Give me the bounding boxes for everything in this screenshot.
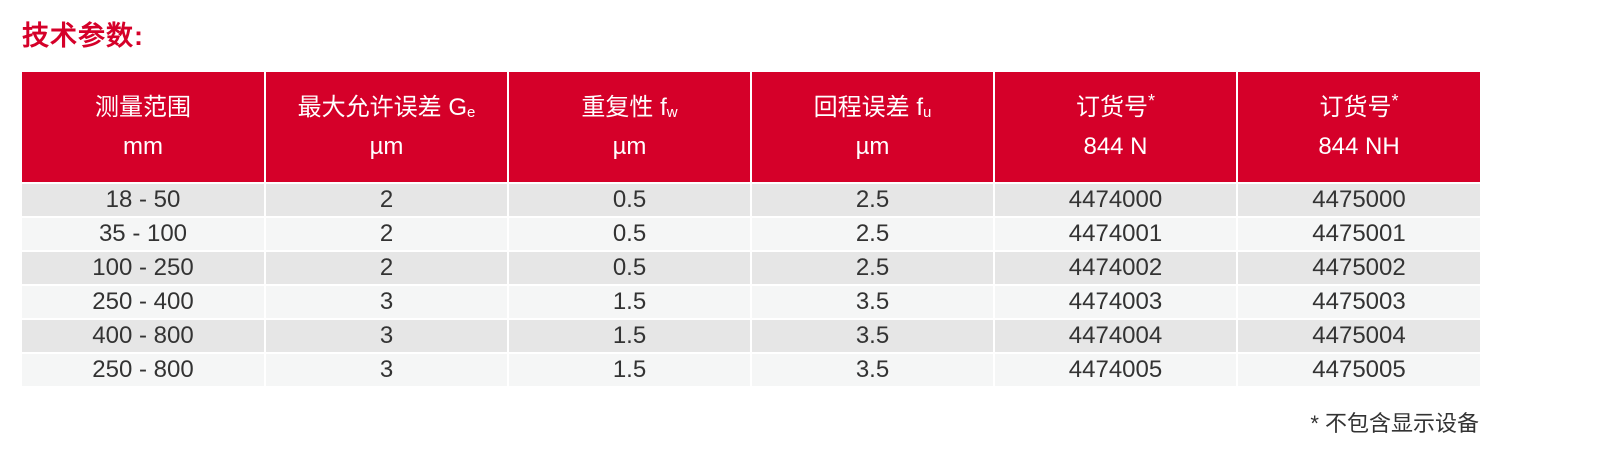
table-cell: 4474001: [993, 216, 1238, 252]
table-cell: 2.5: [750, 250, 995, 286]
header-unit: mm: [123, 132, 163, 160]
header-label: 订货号: [1075, 93, 1148, 121]
table-row: 18 - 50 2 0.5 2.5 4474000 4475000: [22, 182, 1480, 218]
table-cell: 2.5: [750, 182, 995, 218]
table-cell: 400 - 800: [22, 318, 266, 354]
table-cell: 0.5: [507, 216, 752, 252]
header-label: 测量范围: [95, 93, 191, 121]
table-cell: 4474000: [993, 182, 1238, 218]
column-header: 重复性 fw µm: [507, 72, 752, 184]
section-title: 技术参数:: [22, 21, 144, 51]
header-subscript: u: [923, 103, 932, 121]
table-cell: 100 - 250: [22, 250, 266, 286]
table-cell: 4475002: [1236, 250, 1480, 286]
spec-table: 测量范围 mm 最大允许误差 Ge µm 重复性 fw µm 回程误差 fu µm 订货号* 84…: [22, 72, 1480, 388]
table-cell: 4475005: [1236, 352, 1480, 388]
table-cell: 4474005: [993, 352, 1238, 388]
table-row: 250 - 800 3 1.5 3.5 4474005 4475005: [22, 352, 1480, 388]
table-cell: 3: [264, 284, 509, 320]
header-unit: µm: [855, 132, 890, 160]
table-cell: 2: [264, 182, 509, 218]
table-cell: 0.5: [507, 182, 752, 218]
table-cell: 4475000: [1236, 182, 1480, 218]
table-cell: 3.5: [750, 318, 995, 354]
column-header: 测量范围 mm: [22, 72, 266, 184]
header-subscript: w: [666, 103, 678, 121]
header-label: 订货号: [1319, 93, 1392, 121]
table-cell: 18 - 50: [22, 182, 266, 218]
table-row: 250 - 400 3 1.5 3.5 4474003 4475003: [22, 284, 1480, 320]
header-unit: 844 NH: [1318, 132, 1400, 160]
table-cell: 4475003: [1236, 284, 1480, 320]
header-row: 测量范围 mm 最大允许误差 Ge µm 重复性 fw µm 回程误差 fu µm 订货号* 84…: [22, 72, 1480, 184]
header-label: 重复性 f: [581, 93, 667, 121]
column-header: 回程误差 fu µm: [750, 72, 995, 184]
table-cell: 250 - 400: [22, 284, 266, 320]
table-cell: 3.5: [750, 284, 995, 320]
table-cell: 1.5: [507, 352, 752, 388]
header-label: 最大允许误差 G: [297, 93, 467, 121]
table-cell: 250 - 800: [22, 352, 266, 388]
table-cell: 2: [264, 216, 509, 252]
table-cell: 3: [264, 318, 509, 354]
footnote: * 不包含显示设备: [1310, 411, 1479, 436]
table-cell: 0.5: [507, 250, 752, 286]
table-cell: 4475004: [1236, 318, 1480, 354]
table-cell: 35 - 100: [22, 216, 266, 252]
table-cell: 2.5: [750, 216, 995, 252]
header-asterisk: *: [1391, 90, 1399, 111]
table-cell: 2: [264, 250, 509, 286]
table-cell: 3.5: [750, 352, 995, 388]
header-subscript: e: [467, 103, 476, 121]
table-cell: 1.5: [507, 284, 752, 320]
header-unit: µm: [612, 132, 647, 160]
column-header: 订货号* 844 N: [993, 72, 1238, 184]
column-header: 订货号* 844 NH: [1236, 72, 1480, 184]
table-cell: 1.5: [507, 318, 752, 354]
table-cell: 4474004: [993, 318, 1238, 354]
table-row: 35 - 100 2 0.5 2.5 4474001 4475001: [22, 216, 1480, 252]
header-label: 回程误差 f: [813, 93, 923, 121]
header-unit: 844 N: [1083, 132, 1148, 160]
column-header: 最大允许误差 Ge µm: [264, 72, 509, 184]
table-cell: 4474003: [993, 284, 1238, 320]
table-cell: 3: [264, 352, 509, 388]
table-cell: 4474002: [993, 250, 1238, 286]
header-asterisk: *: [1147, 90, 1155, 111]
table-row: 400 - 800 3 1.5 3.5 4474004 4475004: [22, 318, 1480, 354]
table-cell: 4475001: [1236, 216, 1480, 252]
header-unit: µm: [369, 132, 404, 160]
table-row: 100 - 250 2 0.5 2.5 4474002 4475002: [22, 250, 1480, 286]
